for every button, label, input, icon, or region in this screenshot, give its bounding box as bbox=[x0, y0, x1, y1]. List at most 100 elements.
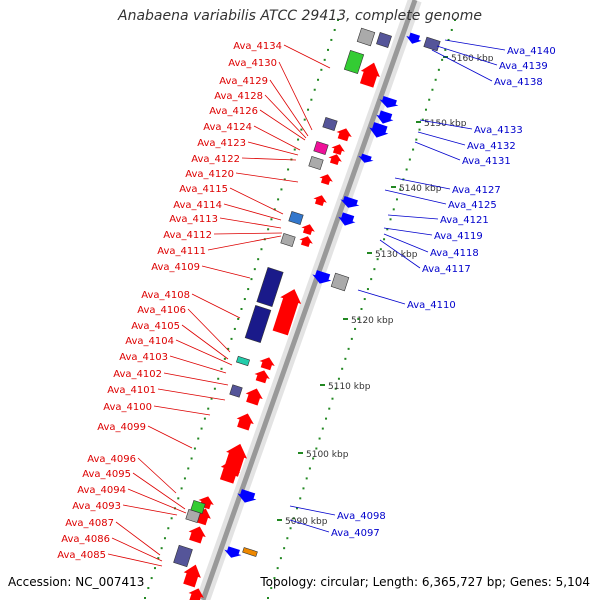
green-block bbox=[343, 49, 365, 75]
tick-dot bbox=[200, 427, 203, 430]
tick-dot bbox=[347, 347, 350, 350]
label-leader-line bbox=[175, 339, 233, 366]
label-leader-line bbox=[357, 289, 406, 305]
gene-label: Ava_4122 bbox=[191, 154, 240, 165]
tick-dot bbox=[197, 437, 200, 440]
tick-dot bbox=[283, 547, 286, 550]
map-title: Anabaena variabilis ATCC 29413, complete… bbox=[118, 8, 482, 24]
tick-dot bbox=[431, 88, 434, 91]
tick-dot bbox=[153, 567, 156, 570]
forward-gene bbox=[272, 289, 302, 336]
tick-dot bbox=[190, 457, 193, 460]
label-leader-line bbox=[229, 187, 284, 215]
label-leader-line bbox=[379, 239, 421, 269]
tick-dot bbox=[253, 268, 256, 271]
backbone bbox=[200, 0, 418, 601]
label-leader-line bbox=[269, 79, 309, 137]
tick-dot bbox=[160, 547, 163, 550]
gene-label: Ava_4129 bbox=[219, 76, 268, 87]
gene-label: Ava_4133 bbox=[474, 125, 523, 136]
gene-label: Ava_4087 bbox=[65, 518, 114, 529]
label-leader-line bbox=[122, 504, 178, 516]
gene-label: Ava_4100 bbox=[103, 402, 152, 413]
tick-dot bbox=[315, 447, 318, 450]
purple-block bbox=[322, 117, 338, 131]
tick-dot bbox=[337, 19, 339, 21]
tick-dot bbox=[193, 447, 196, 450]
tick-dot bbox=[279, 557, 282, 560]
scale-tick bbox=[367, 252, 372, 254]
tick-dot bbox=[386, 228, 389, 231]
label-leader-line bbox=[383, 233, 429, 253]
tick-dot bbox=[270, 587, 273, 590]
forward-gene bbox=[299, 236, 313, 248]
gene-label: Ava_4119 bbox=[434, 231, 483, 242]
tick-dot bbox=[247, 288, 250, 291]
gene-label: Ava_4108 bbox=[141, 290, 190, 301]
forward-gene bbox=[254, 370, 270, 384]
tick-dot bbox=[203, 417, 206, 420]
tick-dot bbox=[392, 208, 395, 211]
forward-gene bbox=[359, 62, 380, 88]
tick-dot bbox=[441, 58, 444, 61]
gene-label: Ava_4140 bbox=[507, 46, 556, 57]
gene-label: Ava_4128 bbox=[214, 91, 263, 102]
scale-tick bbox=[320, 384, 325, 386]
tick-dot bbox=[454, 19, 456, 21]
scale-label: 5110 kbp bbox=[328, 382, 371, 392]
label-leader-line bbox=[115, 521, 161, 556]
tick-dot bbox=[277, 198, 280, 201]
gene-label: Ava_4096 bbox=[87, 454, 136, 465]
tick-dot bbox=[223, 357, 226, 360]
label-leader-line bbox=[219, 217, 282, 229]
tick-dot bbox=[150, 577, 153, 580]
label-leader-line bbox=[157, 388, 226, 401]
gene-label: Ava_4104 bbox=[125, 336, 174, 347]
gene-label: Ava_4095 bbox=[82, 469, 131, 480]
tick-dot bbox=[333, 28, 336, 31]
label-leader-line bbox=[163, 372, 229, 386]
tick-dot bbox=[260, 248, 263, 251]
tick-dot bbox=[227, 347, 230, 350]
tick-dot bbox=[373, 268, 376, 271]
label-leader-line bbox=[223, 203, 282, 221]
tick-dot bbox=[144, 597, 146, 599]
forward-gene bbox=[336, 128, 352, 142]
gene-label: Ava_4110 bbox=[407, 300, 456, 311]
tick-dot bbox=[330, 38, 333, 41]
reverse-gene bbox=[237, 489, 257, 503]
gene-label: Ava_4102 bbox=[113, 369, 162, 380]
tick-dot bbox=[267, 597, 269, 599]
scale-label: 5130 kbp bbox=[375, 250, 418, 260]
gene-label: Ava_4123 bbox=[197, 138, 246, 149]
tick-dot bbox=[183, 477, 186, 480]
label-leader-line bbox=[107, 553, 163, 567]
tick-dot bbox=[213, 387, 216, 390]
gene-label: Ava_4111 bbox=[157, 246, 206, 257]
tick-dot bbox=[240, 308, 243, 310]
tick-dot bbox=[299, 497, 302, 500]
label-leader-line bbox=[147, 425, 193, 449]
tick-dot bbox=[257, 258, 260, 261]
gene-label: Ava_4085 bbox=[57, 550, 106, 561]
label-leader-line bbox=[259, 109, 306, 141]
tick-dot bbox=[363, 298, 366, 301]
forward-gene bbox=[259, 357, 275, 371]
tick-dot bbox=[437, 68, 440, 71]
label-leader-line bbox=[132, 472, 186, 510]
label-leader-line bbox=[153, 405, 211, 416]
tick-dot bbox=[405, 168, 408, 171]
tick-dot bbox=[292, 517, 295, 520]
gray-block bbox=[330, 272, 350, 292]
label-leader-line bbox=[207, 235, 282, 251]
tick-dot bbox=[395, 198, 398, 201]
forward-gene bbox=[219, 458, 240, 484]
tick-dot bbox=[312, 457, 315, 460]
scale-tick bbox=[343, 318, 348, 320]
tick-dot bbox=[302, 487, 305, 490]
forward-gene bbox=[301, 224, 315, 236]
tick-dot bbox=[389, 218, 392, 221]
tick-dot bbox=[379, 248, 382, 251]
tick-dot bbox=[287, 168, 290, 171]
